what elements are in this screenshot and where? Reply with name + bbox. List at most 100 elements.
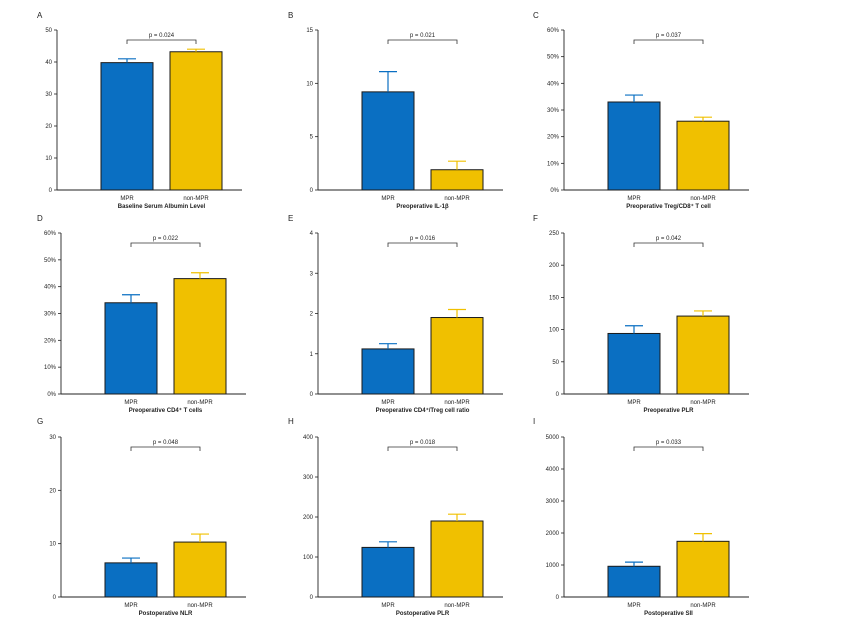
bar-mpr [361,546,415,598]
significance-bracket [387,39,458,44]
p-value-label: p = 0.016 [410,236,436,242]
category-label: non-MPR [690,400,716,406]
category-label: non-MPR [444,196,470,202]
x-axis-title: Baseline Serum Albumin Level [118,204,206,210]
p-value-label: p = 0.033 [656,440,682,446]
y-tick-label: 5 [310,135,314,141]
x-axis-title: Preoperative CD4⁺ T cells [129,407,203,414]
y-tick-label: 300 [303,475,314,481]
x-axis-title: Preoperative CD4⁺/Treg cell ratio [376,407,470,414]
bar-mpr [361,348,415,395]
bar-non-mpr [676,120,730,191]
bar-mpr [104,562,158,598]
significance-bracket [130,446,201,451]
significance-bracket [130,242,201,247]
y-tick-label: 20% [44,338,57,344]
category-label: MPR [124,603,138,609]
y-tick-label: 400 [303,435,314,441]
panel-a: A 0 10 20 30 40 50 MPR non-MPR p = 0.024 Baseline … [37,11,242,210]
panel-f: F 0 50 100 150 200 250 MPR non-MPR p = 0.042 Preop… [533,214,749,414]
panel-i: I 0 1000 2000 3000 4000 5000 MPR non-MPR p = 0.03… [533,417,749,617]
y-tick-label: 200 [303,515,314,521]
panel-letter: E [288,214,293,223]
panel-c: C 0% 10% 20% 30% 40% 50% 60% MPR non-MPR p = 0.037… [533,11,749,210]
x-axis-title: Preoperative Treg/CD8⁺ T cell [626,203,711,210]
significance-bracket [126,39,197,44]
significance-bracket [633,39,704,44]
y-tick-label: 20 [45,124,52,130]
bar-non-mpr [676,315,730,395]
category-label: non-MPR [187,603,213,609]
y-tick-label: 0 [556,595,560,601]
panel-g: G 0 10 20 30 MPR non-MPR p = 0.048 Postoperative… [37,417,246,617]
p-value-label: p = 0.024 [149,33,175,39]
y-tick-label: 200 [549,263,560,269]
category-label: MPR [124,400,138,406]
y-tick-label: 10 [49,542,56,548]
panel-letter: A [37,11,43,20]
y-tick-label: 30 [45,92,52,98]
bar-mpr [361,91,415,191]
y-tick-label: 4000 [546,467,560,473]
y-tick-label: 4 [310,231,314,237]
y-tick-label: 20% [547,135,560,141]
category-label: non-MPR [690,196,716,202]
bar-non-mpr [173,278,227,395]
panel-letter: H [288,417,294,426]
panel-e: E 0 1 2 3 4 MPR non-MPR p = 0.016 Preoperative CD… [288,214,503,414]
p-value-label: p = 0.042 [656,236,682,242]
x-axis-title: Postoperative PLR [396,611,450,617]
category-label: MPR [381,196,395,202]
p-value-label: p = 0.021 [410,33,436,39]
category-label: MPR [627,603,641,609]
category-label: MPR [381,603,395,609]
category-label: MPR [120,196,134,202]
bar-mpr [607,101,661,191]
y-tick-label: 0 [556,392,560,398]
y-tick-label: 50% [547,55,560,61]
y-tick-label: 0% [47,392,56,398]
y-tick-label: 100 [303,555,314,561]
significance-bracket [387,446,458,451]
y-tick-label: 10 [306,81,313,87]
y-tick-label: 50% [44,258,57,264]
p-value-label: p = 0.022 [153,236,179,242]
category-label: non-MPR [444,400,470,406]
y-tick-label: 50 [45,28,52,34]
category-label: MPR [627,196,641,202]
panel-b: B 0 5 10 15 MPR non-MPR p = 0.021 Preoperative I… [288,11,503,210]
y-tick-label: 0 [310,392,314,398]
panel-letter: G [37,417,43,426]
bar-non-mpr [430,317,484,395]
y-tick-label: 5000 [546,435,560,441]
y-tick-label: 2 [310,312,314,318]
panel-h: H 0 100 200 300 400 MPR non-MPR p = 0.018 Postope… [288,417,503,617]
y-tick-label: 0% [550,188,559,194]
bar-non-mpr [430,169,484,191]
x-axis-title: Postoperative NLR [139,611,193,617]
y-tick-label: 2000 [546,531,560,537]
y-tick-label: 30% [44,312,57,318]
bar-mpr [607,332,661,395]
bar-non-mpr [430,520,484,598]
x-axis-title: Preoperative IL-1β [396,204,449,210]
y-tick-label: 250 [549,231,560,237]
bar-non-mpr [169,51,223,191]
panel-letter: C [533,11,539,20]
panel-d: D 0% 10% 20% 30% 40% 50% 60% MPR non-MPR p = 0.022… [37,214,246,414]
category-label: non-MPR [444,603,470,609]
y-tick-label: 3 [310,271,314,277]
category-label: non-MPR [187,400,213,406]
bar-mpr [104,302,158,395]
y-tick-label: 0 [310,595,314,601]
bar-non-mpr [173,541,227,598]
y-tick-label: 60% [44,231,57,237]
x-axis-title: Postoperative SII [644,611,693,617]
significance-bracket [387,242,458,247]
y-tick-label: 40% [44,285,57,291]
y-tick-label: 60% [547,28,560,34]
significance-bracket [633,446,704,451]
category-label: non-MPR [690,603,716,609]
p-value-label: p = 0.018 [410,440,436,446]
